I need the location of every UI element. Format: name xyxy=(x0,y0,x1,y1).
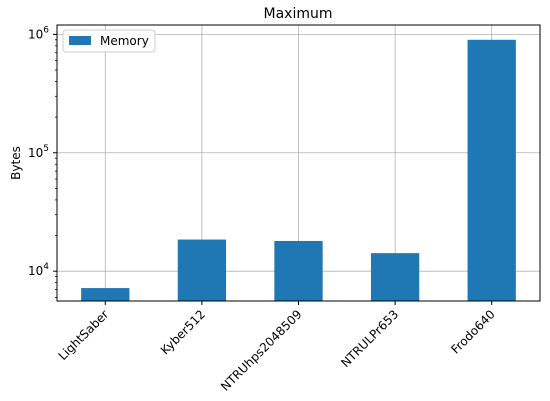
y-axis-title: Bytes xyxy=(9,146,23,180)
bar-kyber512 xyxy=(177,239,227,301)
y-tick-label: 104 xyxy=(28,262,49,278)
chart-title: Maximum xyxy=(264,6,333,22)
x-tick-label: Kyber512 xyxy=(158,307,208,357)
bars xyxy=(81,39,516,301)
x-axis: LightSaber Kyber512 NTRUhps2048509 NTRULPr6… xyxy=(56,301,498,394)
y-axis: 104 105 106 xyxy=(28,25,57,298)
legend-box xyxy=(62,29,156,53)
y-tick-label: 105 xyxy=(28,144,49,160)
x-tick-label: Frodo640 xyxy=(448,307,497,356)
bar-ntruhps2048509 xyxy=(274,240,323,301)
legend-label: Memory xyxy=(100,34,149,48)
legend: Memory xyxy=(62,29,156,53)
y-tick-label: 106 xyxy=(28,25,49,41)
x-tick-label: NTRUhps2048509 xyxy=(218,307,305,394)
x-tick-label: LightSaber xyxy=(56,307,112,363)
bar-frodo640 xyxy=(467,39,516,301)
legend-swatch xyxy=(69,36,91,45)
x-tick-label: NTRULPr653 xyxy=(338,307,401,370)
bar-ntrulpr653 xyxy=(370,253,420,301)
bar-lightsaber xyxy=(81,288,130,301)
